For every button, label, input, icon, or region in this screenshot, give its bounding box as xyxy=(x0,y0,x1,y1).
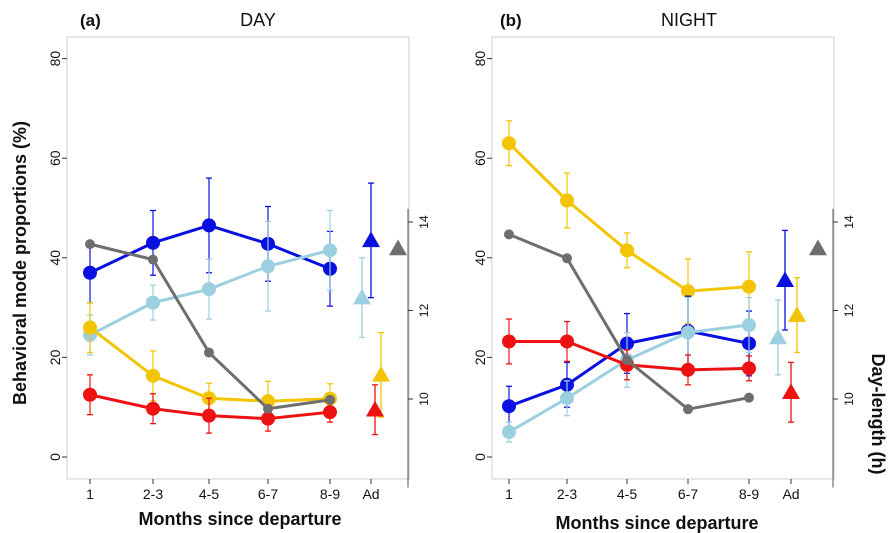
x-axis-label-day: Months since departure xyxy=(138,509,341,529)
y-axis-label: Behavioral mode proportions (%) xyxy=(10,121,30,405)
data-point xyxy=(204,347,214,358)
adult-marker xyxy=(776,271,794,287)
series-line xyxy=(508,233,750,411)
data-point xyxy=(83,265,97,280)
panel-night: (b) NIGHT 0 20 40 60 80 1 2-3 4-5 6-7 8-9 Ad 10 12 14 xyxy=(472,10,856,502)
y-tick-label: 0 xyxy=(472,453,488,461)
data-point xyxy=(502,425,516,440)
data-point xyxy=(681,362,695,377)
axes-night: 0 20 40 60 80 1 2-3 4-5 6-7 8-9 Ad 10 12 14 xyxy=(472,51,856,502)
series-line xyxy=(89,326,331,403)
y-tick-label: 0 xyxy=(47,453,63,461)
data-point xyxy=(742,279,756,294)
data-point xyxy=(323,243,337,258)
data-point xyxy=(146,368,160,383)
data-point xyxy=(202,282,216,297)
data-point xyxy=(83,387,97,402)
series-line xyxy=(89,242,331,411)
series-line xyxy=(89,223,331,275)
y-tick-label: 80 xyxy=(472,51,488,67)
x-tick-label: Ad xyxy=(362,486,379,502)
data-point xyxy=(742,361,756,376)
data-point xyxy=(502,399,516,414)
data-point xyxy=(261,411,275,426)
data-point xyxy=(83,320,97,335)
data-point xyxy=(562,253,572,264)
x-tick-label: Ad xyxy=(782,486,799,502)
x-tick-label: 1 xyxy=(86,486,94,502)
panel-title-night: NIGHT xyxy=(661,10,717,30)
adult-marker xyxy=(782,383,800,400)
x-tick-label: 1 xyxy=(505,486,513,502)
y2-tick-label: 12 xyxy=(842,304,856,318)
adult-marker xyxy=(366,400,384,417)
panel-letter-night: (b) xyxy=(500,11,522,30)
y2-tick-label: 14 xyxy=(842,215,856,229)
adult-marker xyxy=(372,365,390,382)
data-point xyxy=(502,136,516,151)
y-tick-label: 60 xyxy=(472,150,488,166)
data-day xyxy=(83,177,407,436)
panel-title-day: DAY xyxy=(240,10,276,30)
x-tick-label: 2-3 xyxy=(143,486,163,502)
data-point xyxy=(560,391,574,406)
data-point xyxy=(560,334,574,349)
x-tick-label: 6-7 xyxy=(678,486,698,502)
data-point xyxy=(263,403,273,414)
y-tick-label: 60 xyxy=(47,150,63,166)
data-point xyxy=(744,392,754,403)
y2-tick-label: 14 xyxy=(417,215,431,229)
axes-day: 0 20 40 60 80 1 2-3 4-5 6-7 8-9 Ad 10 12 14 xyxy=(47,51,431,502)
data-point xyxy=(742,318,756,333)
panel-day: (a) DAY 0 20 40 60 80 1 2-3 4-5 6-7 8-9 Ad 10 12 14 xyxy=(47,10,431,502)
data-point xyxy=(146,235,160,250)
x-tick-label: 8-9 xyxy=(739,486,759,502)
y2-tick-label: 10 xyxy=(842,392,856,406)
data-point xyxy=(681,284,695,299)
data-point xyxy=(504,229,514,240)
y2-axis-label: Day-length (h) xyxy=(868,354,888,475)
x-axis-label-night: Months since departure xyxy=(555,513,758,533)
x-tick-label: 4-5 xyxy=(199,486,219,502)
y-tick-label: 80 xyxy=(47,51,63,67)
adult-marker xyxy=(389,239,407,256)
data-point xyxy=(325,394,335,405)
adult-marker xyxy=(362,231,380,248)
data-point xyxy=(261,259,275,274)
y-tick-label: 40 xyxy=(47,250,63,266)
data-point xyxy=(148,254,158,265)
data-point xyxy=(681,325,695,340)
data-point xyxy=(683,404,693,415)
adult-marker xyxy=(809,239,827,256)
x-tick-label: 6-7 xyxy=(258,486,278,502)
data-point xyxy=(146,401,160,416)
y2-tick-label: 10 xyxy=(417,392,431,406)
data-point xyxy=(560,193,574,208)
data-point xyxy=(146,295,160,310)
adult-marker xyxy=(788,306,806,322)
panel-letter-day: (a) xyxy=(80,11,101,30)
data-point xyxy=(622,355,632,366)
y-tick-label: 20 xyxy=(472,349,488,365)
data-point xyxy=(502,334,516,349)
y-tick-label: 20 xyxy=(47,349,63,365)
adult-marker xyxy=(353,288,371,305)
data-point xyxy=(202,218,216,233)
data-point xyxy=(323,405,337,420)
data-point xyxy=(620,243,634,258)
data-night xyxy=(502,120,827,443)
y2-tick-label: 12 xyxy=(417,304,431,318)
y-tick-label: 40 xyxy=(472,250,488,266)
adult-marker xyxy=(769,328,787,345)
series-line xyxy=(507,142,750,293)
data-point xyxy=(85,239,95,250)
x-tick-label: 4-5 xyxy=(617,486,637,502)
x-tick-label: 2-3 xyxy=(557,486,577,502)
data-point xyxy=(202,408,216,423)
x-tick-label: 8-9 xyxy=(320,486,340,502)
